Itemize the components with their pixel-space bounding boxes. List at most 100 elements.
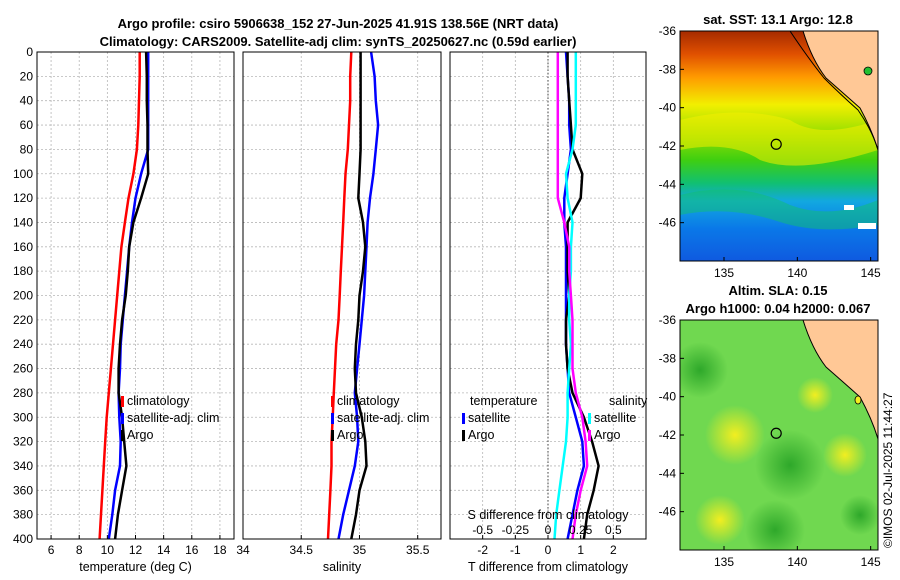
sst_map-ytick-label: -40 bbox=[659, 101, 677, 115]
difference-legend-s-title: salinity bbox=[609, 394, 648, 408]
temperature-xtick-label: 16 bbox=[185, 543, 199, 557]
sla-island bbox=[854, 395, 862, 405]
sla_map-ytick-label: -42 bbox=[659, 428, 677, 442]
difference-t-legend-label: satellite bbox=[468, 411, 510, 425]
temperature-series-argo bbox=[113, 51, 150, 540]
sst-missing-data bbox=[844, 205, 854, 210]
difference-xlabel-s: S difference from climatology bbox=[468, 508, 630, 522]
temperature-ytick-label: 380 bbox=[13, 508, 33, 522]
temperature-xtick-label: 8 bbox=[76, 543, 83, 557]
temperature-xtick-label: 14 bbox=[157, 543, 171, 557]
difference-s-legend-label: satellite bbox=[594, 411, 636, 425]
salinity-series-climatology bbox=[326, 51, 353, 540]
difference-t-legend-label: Argo bbox=[468, 428, 494, 442]
salinity-legend-label: satellite-adj. clim bbox=[337, 411, 429, 425]
sst-coastline bbox=[789, 31, 878, 151]
difference-xtick-s-label: -0.5 bbox=[472, 523, 493, 537]
temperature-ytick-label: 360 bbox=[13, 483, 33, 497]
sla-low bbox=[680, 342, 728, 398]
sla_map-xtick-label: 140 bbox=[787, 555, 807, 569]
temperature-xtick-label: 6 bbox=[48, 543, 55, 557]
difference-s-legend-swatch bbox=[588, 413, 591, 424]
sst-missing-data bbox=[858, 223, 876, 229]
sla_map-xtick-label: 135 bbox=[714, 555, 734, 569]
temperature-ytick-label: 240 bbox=[13, 337, 33, 351]
difference-xtick-s-label: 0.5 bbox=[605, 523, 622, 537]
sst_map-xtick-label: 145 bbox=[861, 266, 881, 280]
sla_map-xtick-label: 145 bbox=[861, 555, 881, 569]
sst_map-xtick-label: 140 bbox=[787, 266, 807, 280]
difference-series-t-satellite bbox=[563, 51, 586, 540]
temperature-ytick-label: 320 bbox=[13, 435, 33, 449]
sst-map-title: sat. SST: 13.1 Argo: 12.8 bbox=[703, 12, 853, 27]
temperature-xlabel: temperature (deg C) bbox=[79, 560, 192, 574]
sla-map-title1: Altim. SLA: 0.15 bbox=[729, 283, 828, 298]
sla_map-ytick-label: -40 bbox=[659, 390, 677, 404]
sla-map-title2: Argo h1000: 0.04 h2000: 0.067 bbox=[686, 301, 871, 316]
sst-cool-patch bbox=[680, 189, 878, 230]
salinity-xtick-label: 34.5 bbox=[290, 543, 314, 557]
difference-xtick-s-label: 0.25 bbox=[569, 523, 593, 537]
sst-map: sat. SST: 13.1 Argo: 12.8 135 140 145 -36 -3… bbox=[659, 12, 881, 280]
difference-xtick-label: -2 bbox=[477, 543, 488, 557]
temperature-ytick-label: 160 bbox=[13, 240, 33, 254]
salinity-xtick-label: 34 bbox=[236, 543, 250, 557]
salinity-legend-swatch bbox=[331, 413, 334, 424]
salinity-legend-label: climatology bbox=[337, 394, 400, 408]
sla-high bbox=[695, 495, 745, 545]
sla_map-ytick-label: -44 bbox=[659, 466, 677, 480]
temperature-ytick-label: 100 bbox=[13, 167, 33, 181]
sla-land bbox=[790, 320, 878, 440]
difference-legend-t-title: temperature bbox=[470, 394, 537, 408]
difference-s-legend-label: Argo bbox=[594, 428, 620, 442]
temperature-ytick-label: 120 bbox=[13, 191, 33, 205]
temperature-xtick-label: 12 bbox=[129, 543, 143, 557]
difference-profile-plot: -2 -1 0 1 2 T difference from climatology temp… bbox=[449, 51, 648, 574]
sst-float-marker bbox=[770, 138, 782, 150]
temperature-ytick-label: 60 bbox=[20, 118, 34, 132]
sla-high bbox=[823, 433, 867, 477]
salinity-xtick-label: 35 bbox=[353, 543, 367, 557]
sst_map-ytick-label: -36 bbox=[659, 24, 677, 38]
salinity-series-argo bbox=[350, 52, 368, 540]
sla_map-ytick-label: -46 bbox=[659, 505, 677, 519]
temperature-ytick-label: 400 bbox=[13, 532, 33, 546]
difference-xtick-label: -1 bbox=[510, 543, 521, 557]
temperature-profile-plot: 6 8 10 12 14 16 180204060801001201401601802002… bbox=[13, 45, 235, 574]
temperature-legend-label: climatology bbox=[127, 394, 190, 408]
sla_map-ytick-label: -38 bbox=[659, 351, 677, 365]
difference-series-s-satellite bbox=[553, 52, 578, 540]
sst_map-ytick-label: -46 bbox=[659, 216, 677, 230]
sla-map: Altim. SLA: 0.15 Argo h1000: 0.04 h2000:… bbox=[659, 283, 881, 569]
temperature-ytick-label: 260 bbox=[13, 362, 33, 376]
sst-map-axes: 135 140 145 -36 -38 -40 -42 -44 -46 bbox=[659, 24, 881, 280]
difference-t-legend-swatch bbox=[462, 430, 465, 441]
temperature-legend-swatch bbox=[121, 396, 124, 407]
temperature-ytick-label: 140 bbox=[13, 215, 33, 229]
sla-low bbox=[745, 500, 805, 550]
temperature-ytick-label: 20 bbox=[20, 69, 34, 83]
temperature-ytick-label: 200 bbox=[13, 289, 33, 303]
difference-xtick-label: 2 bbox=[610, 543, 617, 557]
temperature-ytick-label: 180 bbox=[13, 264, 33, 278]
temperature-ytick-label: 80 bbox=[20, 142, 34, 156]
sla_map-ytick-label: -36 bbox=[659, 313, 677, 327]
difference-xtick-label: 1 bbox=[577, 543, 584, 557]
difference-xlabel: T difference from climatology bbox=[468, 560, 629, 574]
temperature-legend-swatch bbox=[121, 413, 124, 424]
credit-text: ©IMOS 02-Jul-2025 11:44:27 bbox=[881, 392, 895, 548]
difference-xtick-s-label: -0.25 bbox=[502, 523, 530, 537]
sla-low bbox=[755, 430, 825, 500]
temperature-ytick-label: 220 bbox=[13, 313, 33, 327]
difference-t-legend-swatch bbox=[462, 413, 465, 424]
temperature-ytick-label: 340 bbox=[13, 459, 33, 473]
salinity-frame bbox=[242, 51, 442, 540]
salinity-xlabel: salinity bbox=[323, 560, 362, 574]
sst_map-ytick-label: -44 bbox=[659, 177, 677, 191]
sla-map-axes: 135 140 145 -36 -38 -40 -42 -44 -46 bbox=[659, 313, 881, 569]
temperature-ytick-label: 300 bbox=[13, 410, 33, 424]
figure-title-line1: Argo profile: csiro 5906638_152 27-Jun-2… bbox=[118, 16, 559, 31]
temperature-ytick-label: 0 bbox=[26, 45, 33, 59]
salinity-xtick-label: 35.5 bbox=[406, 543, 430, 557]
